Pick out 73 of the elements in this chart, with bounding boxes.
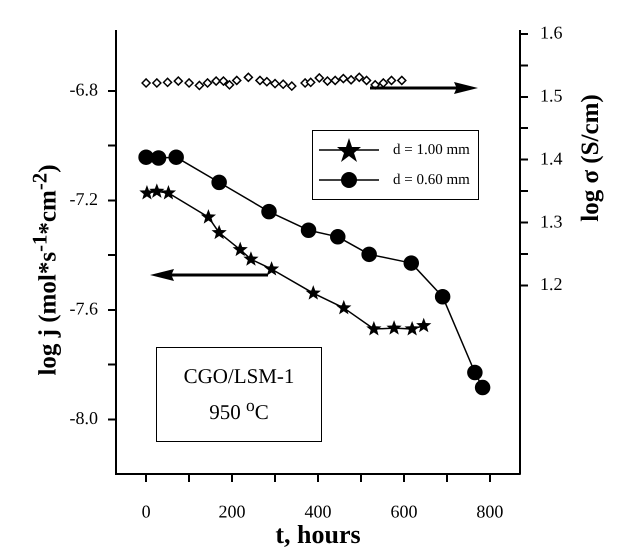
point <box>168 149 184 165</box>
y-tick-label: -7.6 <box>70 298 98 319</box>
x-tick-label: 400 <box>304 502 332 522</box>
point <box>306 78 316 88</box>
y2-tick-label: 1.6 <box>540 22 562 43</box>
point <box>270 78 280 88</box>
x-tick-label: 600 <box>390 502 418 522</box>
point <box>404 321 420 336</box>
point <box>255 76 265 86</box>
point <box>361 246 377 262</box>
point <box>264 261 280 276</box>
point <box>212 224 227 240</box>
point <box>184 78 194 88</box>
point <box>397 76 407 86</box>
annotation: 950 $^{o}$C <box>208 394 270 426</box>
point <box>346 75 356 85</box>
point <box>306 285 321 300</box>
point <box>211 174 227 190</box>
point <box>174 76 184 86</box>
point <box>287 81 297 91</box>
x-tick-label: 0 <box>142 502 151 522</box>
x-axis-title: t, hours <box>274 520 362 550</box>
point <box>362 76 372 86</box>
point <box>314 73 324 83</box>
point <box>338 74 348 84</box>
y2-tick-label: 1.2 <box>540 274 562 294</box>
point <box>141 78 151 88</box>
point <box>386 76 396 86</box>
point <box>474 380 490 396</box>
point <box>162 78 172 88</box>
point <box>300 222 316 238</box>
point <box>218 76 228 86</box>
legend-label: d = 0.60 mm <box>393 172 470 188</box>
annotation: CGO/LSM-1 <box>182 363 296 390</box>
point <box>160 185 176 200</box>
point <box>152 78 162 88</box>
point <box>138 149 154 165</box>
y-tick-label: -8.0 <box>70 408 98 428</box>
point <box>366 321 382 336</box>
point <box>202 78 212 88</box>
point <box>200 209 216 224</box>
point <box>211 76 221 86</box>
point <box>467 364 483 380</box>
point <box>261 204 277 220</box>
point <box>434 288 450 304</box>
point <box>232 242 248 256</box>
point <box>149 183 164 198</box>
y2-tick-label: 1.4 <box>540 148 562 168</box>
point <box>416 318 432 332</box>
point <box>244 72 254 82</box>
point <box>232 76 242 86</box>
legend-label: d = 1.00 mm <box>393 142 470 158</box>
y-tick-label: -6.8 <box>70 80 98 100</box>
point <box>278 79 288 89</box>
point <box>336 300 352 314</box>
point <box>243 251 259 266</box>
point <box>262 76 272 86</box>
point <box>194 80 204 90</box>
y2-axis-title: log σ (S/cm) <box>577 94 605 222</box>
x-tick-label: 800 <box>476 502 504 522</box>
point <box>330 76 340 86</box>
point <box>322 76 332 86</box>
point <box>224 80 234 90</box>
y-tick-label: -7.2 <box>70 189 98 210</box>
point <box>150 150 166 166</box>
y2-tick-label: 1.5 <box>540 86 562 106</box>
point <box>378 78 388 88</box>
point <box>354 72 364 82</box>
x-tick-label: 200 <box>218 502 246 522</box>
point <box>330 229 346 245</box>
point <box>404 255 420 271</box>
y2-tick-label: 1.3 <box>540 211 562 232</box>
point <box>386 320 402 335</box>
